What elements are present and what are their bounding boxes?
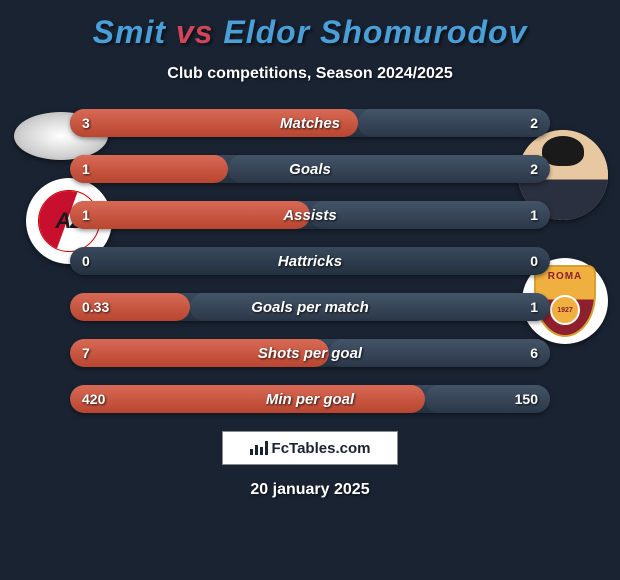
stat-label: Matches: [132, 115, 488, 132]
stat-row: 0.33Goals per match1: [70, 293, 550, 321]
page-title: Smit vs Eldor Shomurodov: [0, 14, 620, 51]
stat-value-right: 6: [488, 345, 538, 361]
player1-name: Smit: [93, 14, 166, 50]
brand-text: FcTables.com: [272, 440, 371, 457]
stat-value-left: 0.33: [82, 299, 132, 315]
stat-row: 7Shots per goal6: [70, 339, 550, 367]
stat-row: 420Min per goal150: [70, 385, 550, 413]
stat-row: 0Hattricks0: [70, 247, 550, 275]
stat-label: Shots per goal: [132, 345, 488, 362]
stat-value-left: 420: [82, 391, 132, 407]
stat-value-left: 1: [82, 207, 132, 223]
stat-value-left: 0: [82, 253, 132, 269]
stat-row: 1Assists1: [70, 201, 550, 229]
stat-label: Min per goal: [132, 391, 488, 408]
stat-value-right: 2: [488, 161, 538, 177]
stat-value-left: 1: [82, 161, 132, 177]
stat-row: 1Goals2: [70, 155, 550, 183]
stat-label: Goals: [132, 161, 488, 178]
stat-row: 3Matches2: [70, 109, 550, 137]
stat-value-right: 150: [488, 391, 538, 407]
stat-label: Goals per match: [132, 299, 488, 316]
stats-table: 3Matches21Goals21Assists10Hattricks00.33…: [70, 109, 550, 413]
chart-icon: [250, 441, 268, 455]
stat-value-right: 2: [488, 115, 538, 131]
stat-label: Assists: [132, 207, 488, 224]
stat-value-right: 1: [488, 299, 538, 315]
subtitle: Club competitions, Season 2024/2025: [0, 65, 620, 83]
stat-value-left: 3: [82, 115, 132, 131]
stat-label: Hattricks: [132, 253, 488, 270]
comparison-card: Smit vs Eldor Shomurodov Club competitio…: [0, 0, 620, 580]
player2-name: Eldor Shomurodov: [223, 14, 527, 50]
stat-value-right: 1: [488, 207, 538, 223]
stat-value-right: 0: [488, 253, 538, 269]
stat-value-left: 7: [82, 345, 132, 361]
brand-badge: FcTables.com: [222, 431, 398, 465]
date-text: 20 january 2025: [0, 481, 620, 499]
vs-text: vs: [176, 14, 214, 50]
